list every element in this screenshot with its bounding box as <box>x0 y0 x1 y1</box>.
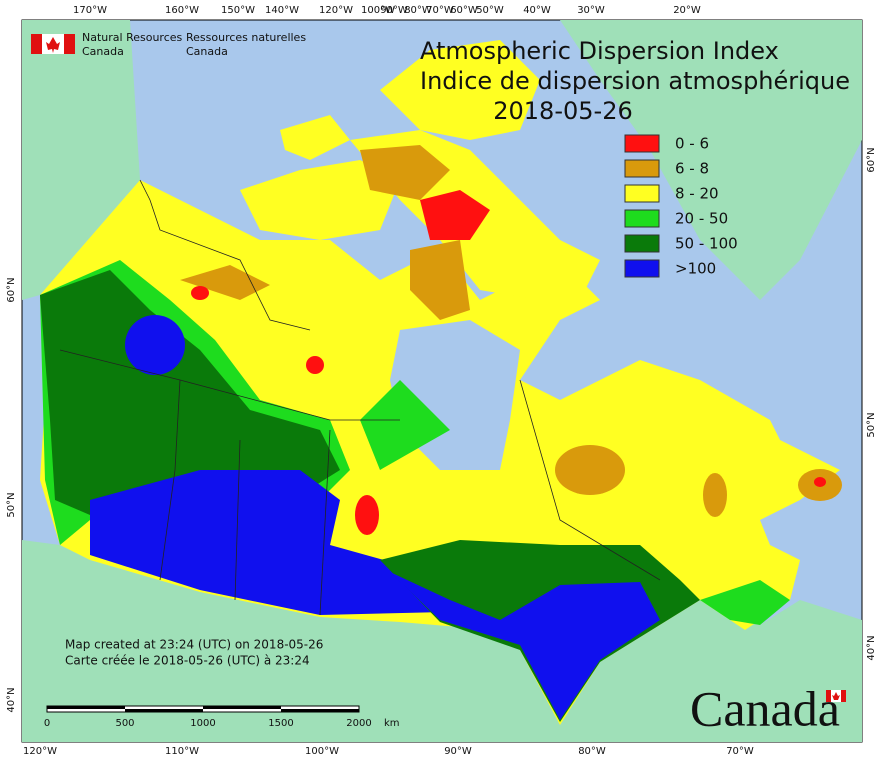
agency-fr: Canada <box>186 45 228 58</box>
boundary <box>159 379 181 581</box>
boundary <box>139 179 311 331</box>
zone-blue <box>125 315 185 375</box>
scale-bar-segment <box>281 709 359 712</box>
agency-en: Natural Resources <box>82 31 183 44</box>
zone-blue <box>90 470 445 615</box>
wordmark: Canada <box>690 680 840 736</box>
wordmark-flag-bar <box>826 690 831 702</box>
flag-bar <box>31 34 42 54</box>
zone-green <box>700 580 790 625</box>
longitude-label: 70°W <box>426 5 454 16</box>
agency-fr: Ressources naturelles <box>186 31 306 44</box>
scale-unit: km <box>384 718 400 729</box>
legend-swatch <box>624 209 660 228</box>
scale-bar-segment <box>47 706 125 709</box>
longitude-label: 80°W <box>404 5 432 16</box>
legend-label: 8 - 20 <box>675 185 719 203</box>
scale-label: 1500 <box>268 718 293 729</box>
legend-swatch <box>624 134 660 153</box>
zone-red <box>191 286 209 300</box>
boundary <box>234 439 241 601</box>
boundary <box>59 349 400 421</box>
longitude-label: 50°W <box>476 5 504 16</box>
legend-label: 0 - 6 <box>675 135 709 153</box>
scale-label: 1000 <box>190 718 215 729</box>
longitude-label: 170°W <box>73 5 107 16</box>
zone-orange <box>703 473 727 517</box>
scale-bar-segment <box>125 709 203 712</box>
credit: Map created at 23:24 (UTC) on 2018-05-26 <box>65 638 323 652</box>
zone-red <box>355 495 379 535</box>
longitude-label: 70°W <box>726 746 754 757</box>
scale-label: 0 <box>44 718 50 729</box>
zone-orange <box>555 445 625 495</box>
agency-en: Canada <box>82 45 124 58</box>
scale-label: 500 <box>115 718 134 729</box>
legend-label: 20 - 50 <box>675 210 728 228</box>
longitude-label: 150°W <box>221 5 255 16</box>
longitude-label: 120°W <box>319 5 353 16</box>
longitude-label: 90°W <box>380 5 408 16</box>
legend-label: 6 - 8 <box>675 160 709 178</box>
wordmark-flag-bar <box>841 690 846 702</box>
legend-swatch <box>624 234 660 253</box>
longitude-label: 100°W <box>305 746 339 757</box>
longitude-label: 120°W <box>23 746 57 757</box>
longitude-label: 100°W <box>361 5 395 16</box>
boundary <box>319 429 331 616</box>
longitude-label: 140°W <box>265 5 299 16</box>
flag-bar <box>64 34 75 54</box>
zone-orange <box>410 240 470 320</box>
united-states <box>22 540 862 742</box>
zone-dark-green <box>40 270 340 515</box>
alaska <box>22 20 140 300</box>
arctic-island <box>280 115 350 160</box>
title-en: Atmospheric Dispersion Index <box>420 37 779 65</box>
title-fr: Indice de dispersion atmosphérique <box>420 67 850 95</box>
boundary <box>519 379 661 581</box>
title-date: 2018-05-26 <box>493 97 632 125</box>
scale-label: 2000 <box>346 718 371 729</box>
zone-green <box>360 380 450 470</box>
longitude-label: 160°W <box>165 5 199 16</box>
zone-red <box>420 190 490 240</box>
greenland <box>560 20 862 300</box>
longitude-label: 30°W <box>577 5 605 16</box>
arctic-island <box>380 40 540 140</box>
longitude-label: 40°W <box>523 5 551 16</box>
zone-orange <box>360 145 450 200</box>
arctic-island <box>240 160 400 240</box>
longitude-label: 20°W <box>673 5 701 16</box>
longitude-label: 110°W <box>165 746 199 757</box>
credit: Carte créée le 2018-05-26 (UTC) à 23:24 <box>65 654 310 668</box>
legend-label: >100 <box>675 260 716 278</box>
longitude-label: 80°W <box>578 746 606 757</box>
latitude-label: 50°N <box>6 492 17 517</box>
latitude-label: 60°N <box>6 277 17 302</box>
zone-orange <box>180 265 270 300</box>
zone-red <box>814 477 826 487</box>
legend-swatch <box>624 259 660 278</box>
longitude-label: 90°W <box>444 746 472 757</box>
scale-bar-segment <box>203 706 281 709</box>
legend-swatch <box>624 184 660 203</box>
legend-swatch <box>624 159 660 178</box>
wordmark-flag-leaf <box>832 692 840 700</box>
latitude-label: 40°N <box>866 635 877 660</box>
latitude-label: 40°N <box>6 687 17 712</box>
longitude-label: 60°W <box>450 5 478 16</box>
zone-blue <box>390 572 660 720</box>
baffin-island <box>500 230 600 300</box>
latitude-label: 60°N <box>866 147 877 172</box>
legend-label: 50 - 100 <box>675 235 738 253</box>
zone-red <box>306 356 324 374</box>
flag-leaf <box>46 37 60 53</box>
latitude-label: 50°N <box>866 412 877 437</box>
